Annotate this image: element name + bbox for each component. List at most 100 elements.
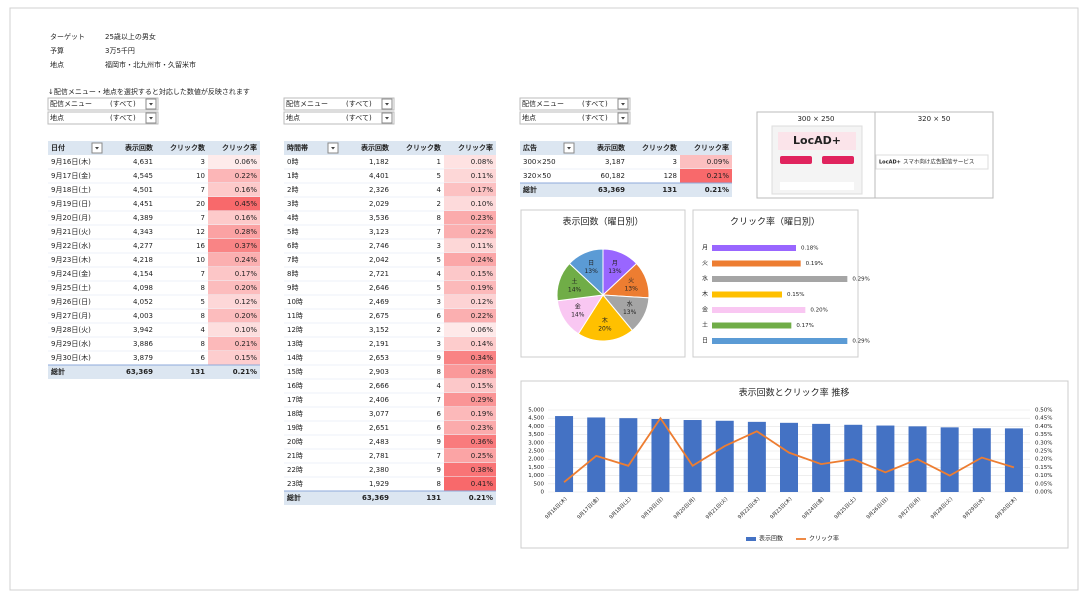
table-cell: 4,277 — [133, 242, 153, 250]
table-cell: 0.19% — [471, 284, 494, 292]
rate-heat-cell — [444, 169, 496, 183]
bar — [712, 276, 848, 282]
table-cell: 12時 — [287, 326, 303, 334]
table-cell: 10時 — [287, 298, 303, 306]
column-header: 表示回数 — [360, 143, 390, 152]
pie-value-label: 14% — [571, 312, 585, 319]
table-cell: 9 — [437, 438, 441, 446]
rate-heat-cell — [444, 239, 496, 253]
total-row-bg — [520, 183, 732, 197]
y2-tick-label: 0.50% — [1035, 408, 1052, 414]
bar-value-label: 0.15% — [787, 292, 804, 298]
table-cell: 0.36% — [471, 438, 494, 446]
table-cell: 0.28% — [235, 228, 258, 236]
table-cell: 12 — [196, 228, 205, 236]
filter-value: (すべて) — [582, 100, 608, 108]
table-cell: 0.15% — [471, 382, 494, 390]
table-cell: 6 — [437, 410, 442, 418]
y2-tick-label: 0.05% — [1035, 481, 1052, 487]
filter-label: 配信メニュー — [522, 99, 564, 108]
y-tick-label: 4,500 — [528, 416, 544, 422]
column-header: クリック率 — [222, 143, 257, 152]
table-cell: 0.28% — [471, 368, 494, 376]
table-cell: 14時 — [287, 354, 303, 362]
table-cell: 0時 — [287, 158, 298, 166]
table-cell: 7 — [201, 214, 205, 222]
table-cell: 0.17% — [471, 186, 494, 194]
filter-value: (すべて) — [110, 114, 136, 122]
rate-heat-cell — [444, 365, 496, 379]
table-cell: 総計 — [287, 493, 301, 502]
rate-heat-cell — [444, 435, 496, 449]
pie-value-label: 20% — [598, 325, 612, 332]
bar-category: 木 — [702, 290, 708, 298]
column-header: 広告 — [523, 143, 537, 152]
rate-heat-cell — [208, 309, 260, 323]
table-cell: 0.22% — [471, 228, 494, 236]
table-cell: 1時 — [287, 172, 298, 180]
rate-heat-cell — [444, 309, 496, 323]
table-cell: 4,154 — [133, 270, 154, 278]
table-cell: 2時 — [287, 186, 298, 194]
bar — [683, 420, 702, 492]
table-cell: 8 — [201, 312, 205, 320]
table-cell: 9 — [437, 354, 441, 362]
table-cell: 3時 — [287, 200, 298, 208]
table-cell: 0.06% — [471, 326, 494, 334]
table-cell: 2,483 — [369, 438, 389, 446]
bar-category: 月 — [702, 245, 708, 252]
table-cell: 63,369 — [362, 494, 389, 502]
table-cell: 7 — [437, 228, 441, 236]
bar-value-label: 0.19% — [806, 261, 823, 267]
table-cell: 2,326 — [369, 186, 390, 194]
ad-footer — [780, 182, 854, 190]
bar — [940, 427, 959, 492]
table-cell: 0.23% — [471, 424, 494, 432]
bar — [651, 419, 670, 492]
y2-tick-label: 0.25% — [1035, 449, 1052, 455]
table-cell: 9月30日(木) — [51, 353, 91, 362]
bar — [1004, 428, 1023, 492]
rate-heat-cell — [208, 267, 260, 281]
table-cell: 4,401 — [369, 172, 389, 180]
table-cell: 3,942 — [133, 326, 153, 334]
y2-tick-label: 0.20% — [1035, 457, 1052, 463]
pie-category: 金 — [575, 303, 581, 311]
column-header: 表示回数 — [124, 143, 154, 152]
table-cell: 総計 — [523, 185, 537, 194]
rate-heat-cell — [444, 155, 496, 169]
table-cell: 7 — [437, 452, 441, 460]
ad-size-label: 320 × 50 — [918, 115, 951, 123]
bar — [972, 428, 991, 492]
table-cell: 9月21日(火) — [51, 228, 91, 236]
total-row-bg — [284, 491, 496, 505]
table-cell: 10 — [196, 256, 205, 264]
table-cell: 5時 — [287, 228, 298, 236]
table-cell: 3,187 — [605, 158, 625, 166]
table-cell: 0.16% — [235, 214, 258, 222]
table-cell: 18時 — [287, 410, 303, 418]
y2-tick-label: 0.10% — [1035, 473, 1052, 479]
table-cell: 3 — [437, 340, 441, 348]
table-cell: 0.06% — [235, 158, 258, 166]
rate-heat-cell — [208, 323, 260, 337]
ad-brand: LocAD+ — [879, 160, 901, 166]
pie-category: 木 — [602, 316, 608, 324]
table-cell: 0.14% — [471, 340, 494, 348]
table-cell: 9月23日(木) — [51, 255, 91, 264]
bar — [712, 322, 792, 329]
table-cell: 2,653 — [369, 354, 389, 362]
rate-heat-cell — [444, 337, 496, 351]
column-header: クリック率 — [694, 143, 729, 152]
header-label: 地点 — [50, 60, 64, 69]
table-cell: 0.12% — [471, 298, 494, 306]
table-cell: 5 — [201, 298, 205, 306]
pie-category: 水 — [627, 300, 633, 308]
table-cell: 3,152 — [369, 326, 389, 334]
total-row-bg — [48, 365, 260, 379]
table-cell: 17時 — [287, 396, 303, 404]
table-cell: 2,721 — [369, 270, 389, 278]
table-cell: 11時 — [287, 312, 303, 320]
table-cell: 3 — [437, 242, 441, 250]
table-cell: 1 — [437, 158, 441, 166]
